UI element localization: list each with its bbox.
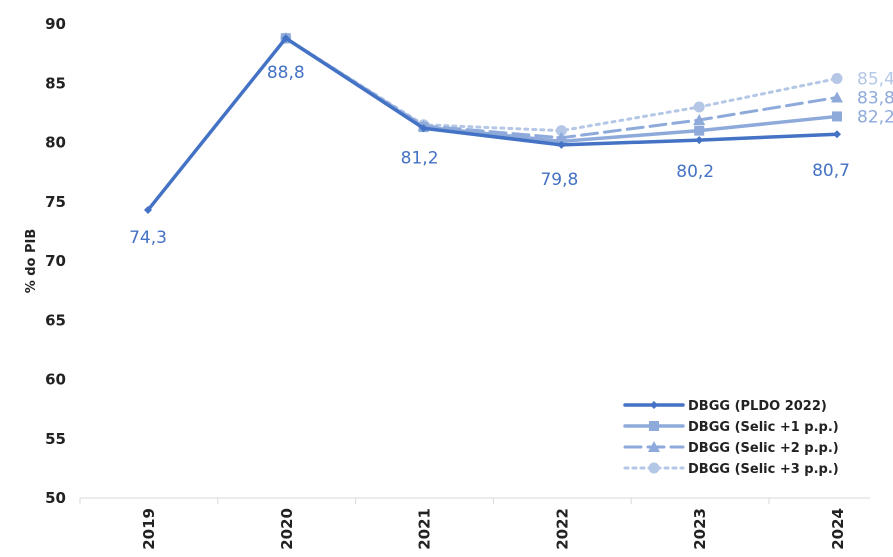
y-tick-label: 50 [45,489,66,507]
y-tick-label: 90 [45,15,66,33]
legend-item: DBGG (PLDO 2022) [623,399,827,414]
data-label: 74,3 [129,228,167,248]
legend-label: DBGG (PLDO 2022) [688,399,827,414]
data-label: 79,8 [540,170,578,190]
data-point-circle [555,125,567,137]
data-point-triangle [831,91,843,103]
y-tick-label: 65 [45,311,66,329]
legend-item: DBGG (Selic +1 p.p.) [623,420,839,435]
legend-item: DBGG (Selic +2 p.p.) [623,441,839,456]
series-line [146,36,839,212]
data-point-triangle [648,441,660,452]
data-label: 80,2 [676,162,714,182]
series-layer [144,32,843,215]
series-line [284,36,839,140]
x-tick-label: 2021 [416,508,434,550]
legend-label: DBGG (Selic +1 p.p.) [688,420,839,435]
x-tick-label: 2019 [140,508,158,550]
data-point-diamond [281,34,290,43]
data-point-triangle [693,113,706,125]
series-4 [280,32,843,137]
series-1 [144,34,841,215]
series-line [284,36,839,133]
data-point-circle [831,73,843,85]
x-tick-label: 2020 [278,508,296,550]
legend-label: DBGG (Selic +2 p.p.) [688,441,839,456]
data-label: 88,8 [267,63,305,83]
data-point-circle [693,101,705,113]
legend: DBGG (PLDO 2022) DBGG (Selic +1 p.p.) DBGG… [623,399,839,477]
data-point-diamond [419,124,428,133]
y-tick-label: 55 [45,430,66,448]
legend-label: DBGG (Selic +3 p.p.) [688,462,839,477]
data-point-square [832,111,842,122]
data-point-diamond [144,206,152,215]
y-tick-label: 70 [45,252,66,270]
x-tick-label: 2023 [691,508,709,550]
data-label: 80,7 [812,161,850,181]
data-point-diamond [833,130,841,139]
y-tick-label: 75 [45,193,66,211]
end-label: 82,2 [857,107,893,127]
y-tick-label: 80 [45,134,66,152]
x-axis: 2019 2020 2021 2022 2023 2024 [79,497,870,550]
x-tick-label: 2022 [553,508,571,550]
y-tick-label: 60 [45,371,66,389]
legend-item: DBGG (Selic +3 p.p.) [623,462,839,477]
data-point-square [694,125,705,136]
data-point-circle [648,462,660,474]
data-labels: 74,3 88,8 81,2 79,8 80,2 80,7 82,283,885,4 [129,63,893,248]
end-label: 83,8 [857,88,893,108]
data-label: 81,2 [401,148,439,168]
data-point-diamond [650,401,658,409]
y-axis: 50 55 60 65 70 75 80 85 90 [45,15,66,507]
x-tick-label: 2024 [829,508,847,550]
end-label: 85,4 [857,70,893,90]
y-axis-label: % do PIB [24,229,39,294]
data-point-diamond [557,140,566,149]
data-point-square [649,421,659,431]
y-tick-label: 85 [45,74,66,92]
data-point-diamond [695,136,704,145]
